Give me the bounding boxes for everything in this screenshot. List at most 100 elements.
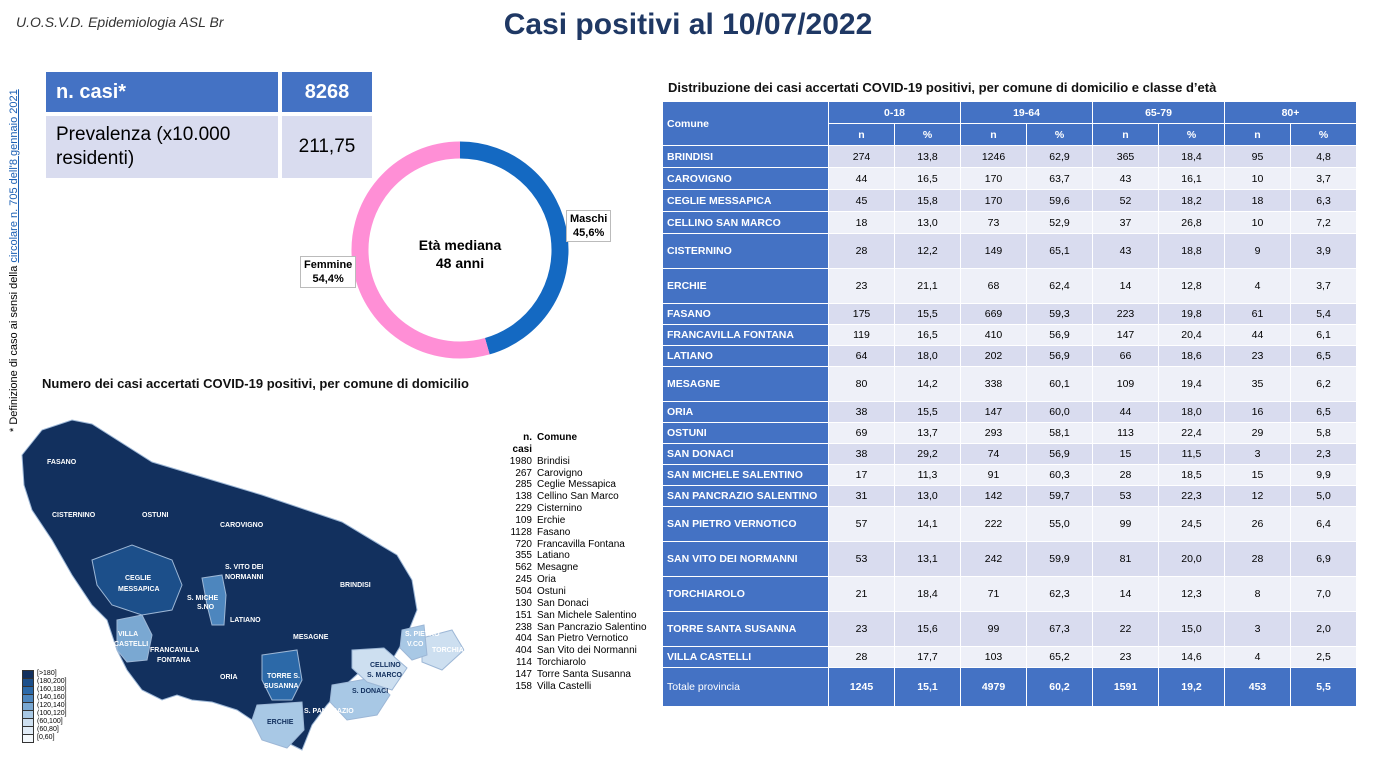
row-cell: 170 bbox=[960, 189, 1027, 212]
map-legend: [>180] (180,200] (160,180] (140,160] (120,14… bbox=[22, 669, 67, 743]
cases-value: 8268 bbox=[282, 72, 372, 112]
map-label: BRINDISI bbox=[340, 582, 371, 589]
row-cell: 14,2 bbox=[894, 366, 961, 402]
city-name: San Vito dei Normanni bbox=[537, 645, 637, 657]
table-row: SAN PIETRO VERNOTICO 57 14,1 222 55,0 99 24,5 2… bbox=[662, 506, 1357, 542]
header-group: 80+ bbox=[1224, 101, 1357, 124]
row-cell: 6,1 bbox=[1290, 324, 1357, 346]
row-cell: 59,6 bbox=[1026, 189, 1093, 212]
row-cell: 109 bbox=[1092, 366, 1159, 402]
table-row: CEGLIE MESSAPICA 45 15,8 170 59,6 52 18,2 18 6,3 bbox=[662, 189, 1357, 212]
row-cell: 80 bbox=[828, 366, 895, 402]
row-cell: 60,0 bbox=[1026, 401, 1093, 423]
row-cell: 19,8 bbox=[1158, 303, 1225, 325]
map-region-spietro bbox=[399, 624, 428, 661]
row-cell: 62,9 bbox=[1026, 145, 1093, 168]
city-cases: 562 bbox=[515, 562, 532, 574]
map-label: S. MICHE bbox=[187, 595, 218, 602]
row-cell: 15,6 bbox=[894, 611, 961, 647]
map-label: S. VITO DEI bbox=[225, 564, 263, 571]
map-region-villacastelli bbox=[116, 614, 153, 663]
row-cell: 21,1 bbox=[894, 268, 961, 304]
row-cell: 202 bbox=[960, 345, 1027, 367]
map-region-smichele bbox=[201, 574, 227, 626]
median-age-value: 48 anni bbox=[435, 255, 485, 271]
legend-label: (60,100] bbox=[37, 718, 63, 725]
row-cell: 16,1 bbox=[1158, 167, 1225, 190]
row-comune: SAN VITO DEI NORMANNI bbox=[662, 541, 829, 577]
city-cases: 720 bbox=[515, 538, 532, 550]
row-cell: 29,2 bbox=[894, 443, 961, 465]
total-cell: 453 bbox=[1224, 667, 1291, 707]
city-name: Mesagne bbox=[537, 562, 579, 574]
row-cell: 10 bbox=[1224, 211, 1291, 234]
city-cases: 404 bbox=[515, 633, 532, 645]
row-cell: 45 bbox=[828, 189, 895, 212]
city-cases: 238 bbox=[515, 621, 532, 633]
header-pct: % bbox=[1290, 123, 1357, 146]
map-label: FONTANA bbox=[157, 657, 191, 664]
row-cell: 1246 bbox=[960, 145, 1027, 168]
table-row: ORIA 38 15,5 147 60,0 44 18,0 16 6,5 bbox=[662, 401, 1357, 423]
city-name: Erchie bbox=[537, 514, 566, 526]
row-cell: 7,0 bbox=[1290, 576, 1357, 612]
row-cell: 5,0 bbox=[1290, 485, 1357, 507]
row-cell: 22 bbox=[1092, 611, 1159, 647]
row-cell: 21 bbox=[828, 576, 895, 612]
row-cell: 142 bbox=[960, 485, 1027, 507]
table-total-row: Totale provincia 1245 15,1 4979 60,2 159… bbox=[662, 667, 1357, 707]
row-cell: 365 bbox=[1092, 145, 1159, 168]
male-label-box: Maschi 45,6% bbox=[566, 210, 612, 242]
row-cell: 28 bbox=[1092, 464, 1159, 486]
table-row: OSTUNI 69 13,7 293 58,1 113 22,4 29 5,8 bbox=[662, 422, 1357, 444]
city-cases: 355 bbox=[515, 550, 532, 562]
list-item: 130 San Donaci bbox=[502, 598, 647, 610]
city-name: Ceglie Messapica bbox=[537, 479, 616, 491]
header-group: 19-64 bbox=[960, 101, 1093, 124]
row-cell: 58,1 bbox=[1026, 422, 1093, 444]
header-pct: % bbox=[1026, 123, 1093, 146]
row-cell: 55,0 bbox=[1026, 506, 1093, 542]
row-cell: 60,3 bbox=[1026, 464, 1093, 486]
list-item: 245 Oria bbox=[502, 574, 647, 586]
map-label: CAROVIGNO bbox=[220, 522, 264, 529]
row-cell: 293 bbox=[960, 422, 1027, 444]
row-cell: 99 bbox=[1092, 506, 1159, 542]
map-region-erchie bbox=[251, 701, 305, 749]
circolare-link[interactable]: circolare n. 705 dell'8 gennaio 2021 bbox=[8, 89, 20, 263]
row-comune: FASANO bbox=[662, 303, 829, 325]
row-cell: 62,3 bbox=[1026, 576, 1093, 612]
city-list-header-n: n. casi bbox=[512, 432, 532, 455]
city-name: Fasano bbox=[537, 526, 571, 538]
row-comune: SAN PANCRAZIO SALENTINO bbox=[662, 485, 829, 507]
map-label: CEGLIE bbox=[125, 575, 151, 582]
table-row: BRINDISI 274 13,8 1246 62,9 365 18,4 95 4,8 bbox=[662, 145, 1357, 168]
row-cell: 57 bbox=[828, 506, 895, 542]
row-cell: 91 bbox=[960, 464, 1027, 486]
row-cell: 7,2 bbox=[1290, 211, 1357, 234]
table-row: SAN PANCRAZIO SALENTINO 31 13,0 142 59,7 53 22… bbox=[662, 485, 1357, 507]
city-name: San Pietro Vernotico bbox=[537, 633, 629, 645]
row-cell: 16,5 bbox=[894, 324, 961, 346]
row-cell: 3,7 bbox=[1290, 268, 1357, 304]
city-cases: 504 bbox=[515, 585, 532, 597]
row-cell: 4,8 bbox=[1290, 145, 1357, 168]
map-label: MESSAPICA bbox=[118, 586, 160, 593]
map-label: TORRE S. bbox=[267, 673, 300, 680]
row-cell: 410 bbox=[960, 324, 1027, 346]
table-row: SAN DONACI 38 29,2 74 56,9 15 11,5 3 2,3 bbox=[662, 443, 1357, 465]
city-name: Carovigno bbox=[537, 467, 583, 479]
female-label-box: Femmine 54,4% bbox=[300, 256, 357, 288]
row-cell: 14,6 bbox=[1158, 646, 1225, 668]
header-n: n bbox=[1092, 123, 1159, 146]
row-cell: 20,4 bbox=[1158, 324, 1225, 346]
row-cell: 14,1 bbox=[894, 506, 961, 542]
header-n: n bbox=[1224, 123, 1291, 146]
city-name: Francavilla Fontana bbox=[537, 538, 625, 550]
cases-label: n. casi* bbox=[46, 72, 278, 112]
row-cell: 17,7 bbox=[894, 646, 961, 668]
row-comune: CEGLIE MESSAPICA bbox=[662, 189, 829, 212]
row-cell: 2,3 bbox=[1290, 443, 1357, 465]
legend-label: (100,120] bbox=[37, 710, 67, 717]
city-name: Ostuni bbox=[537, 585, 566, 597]
